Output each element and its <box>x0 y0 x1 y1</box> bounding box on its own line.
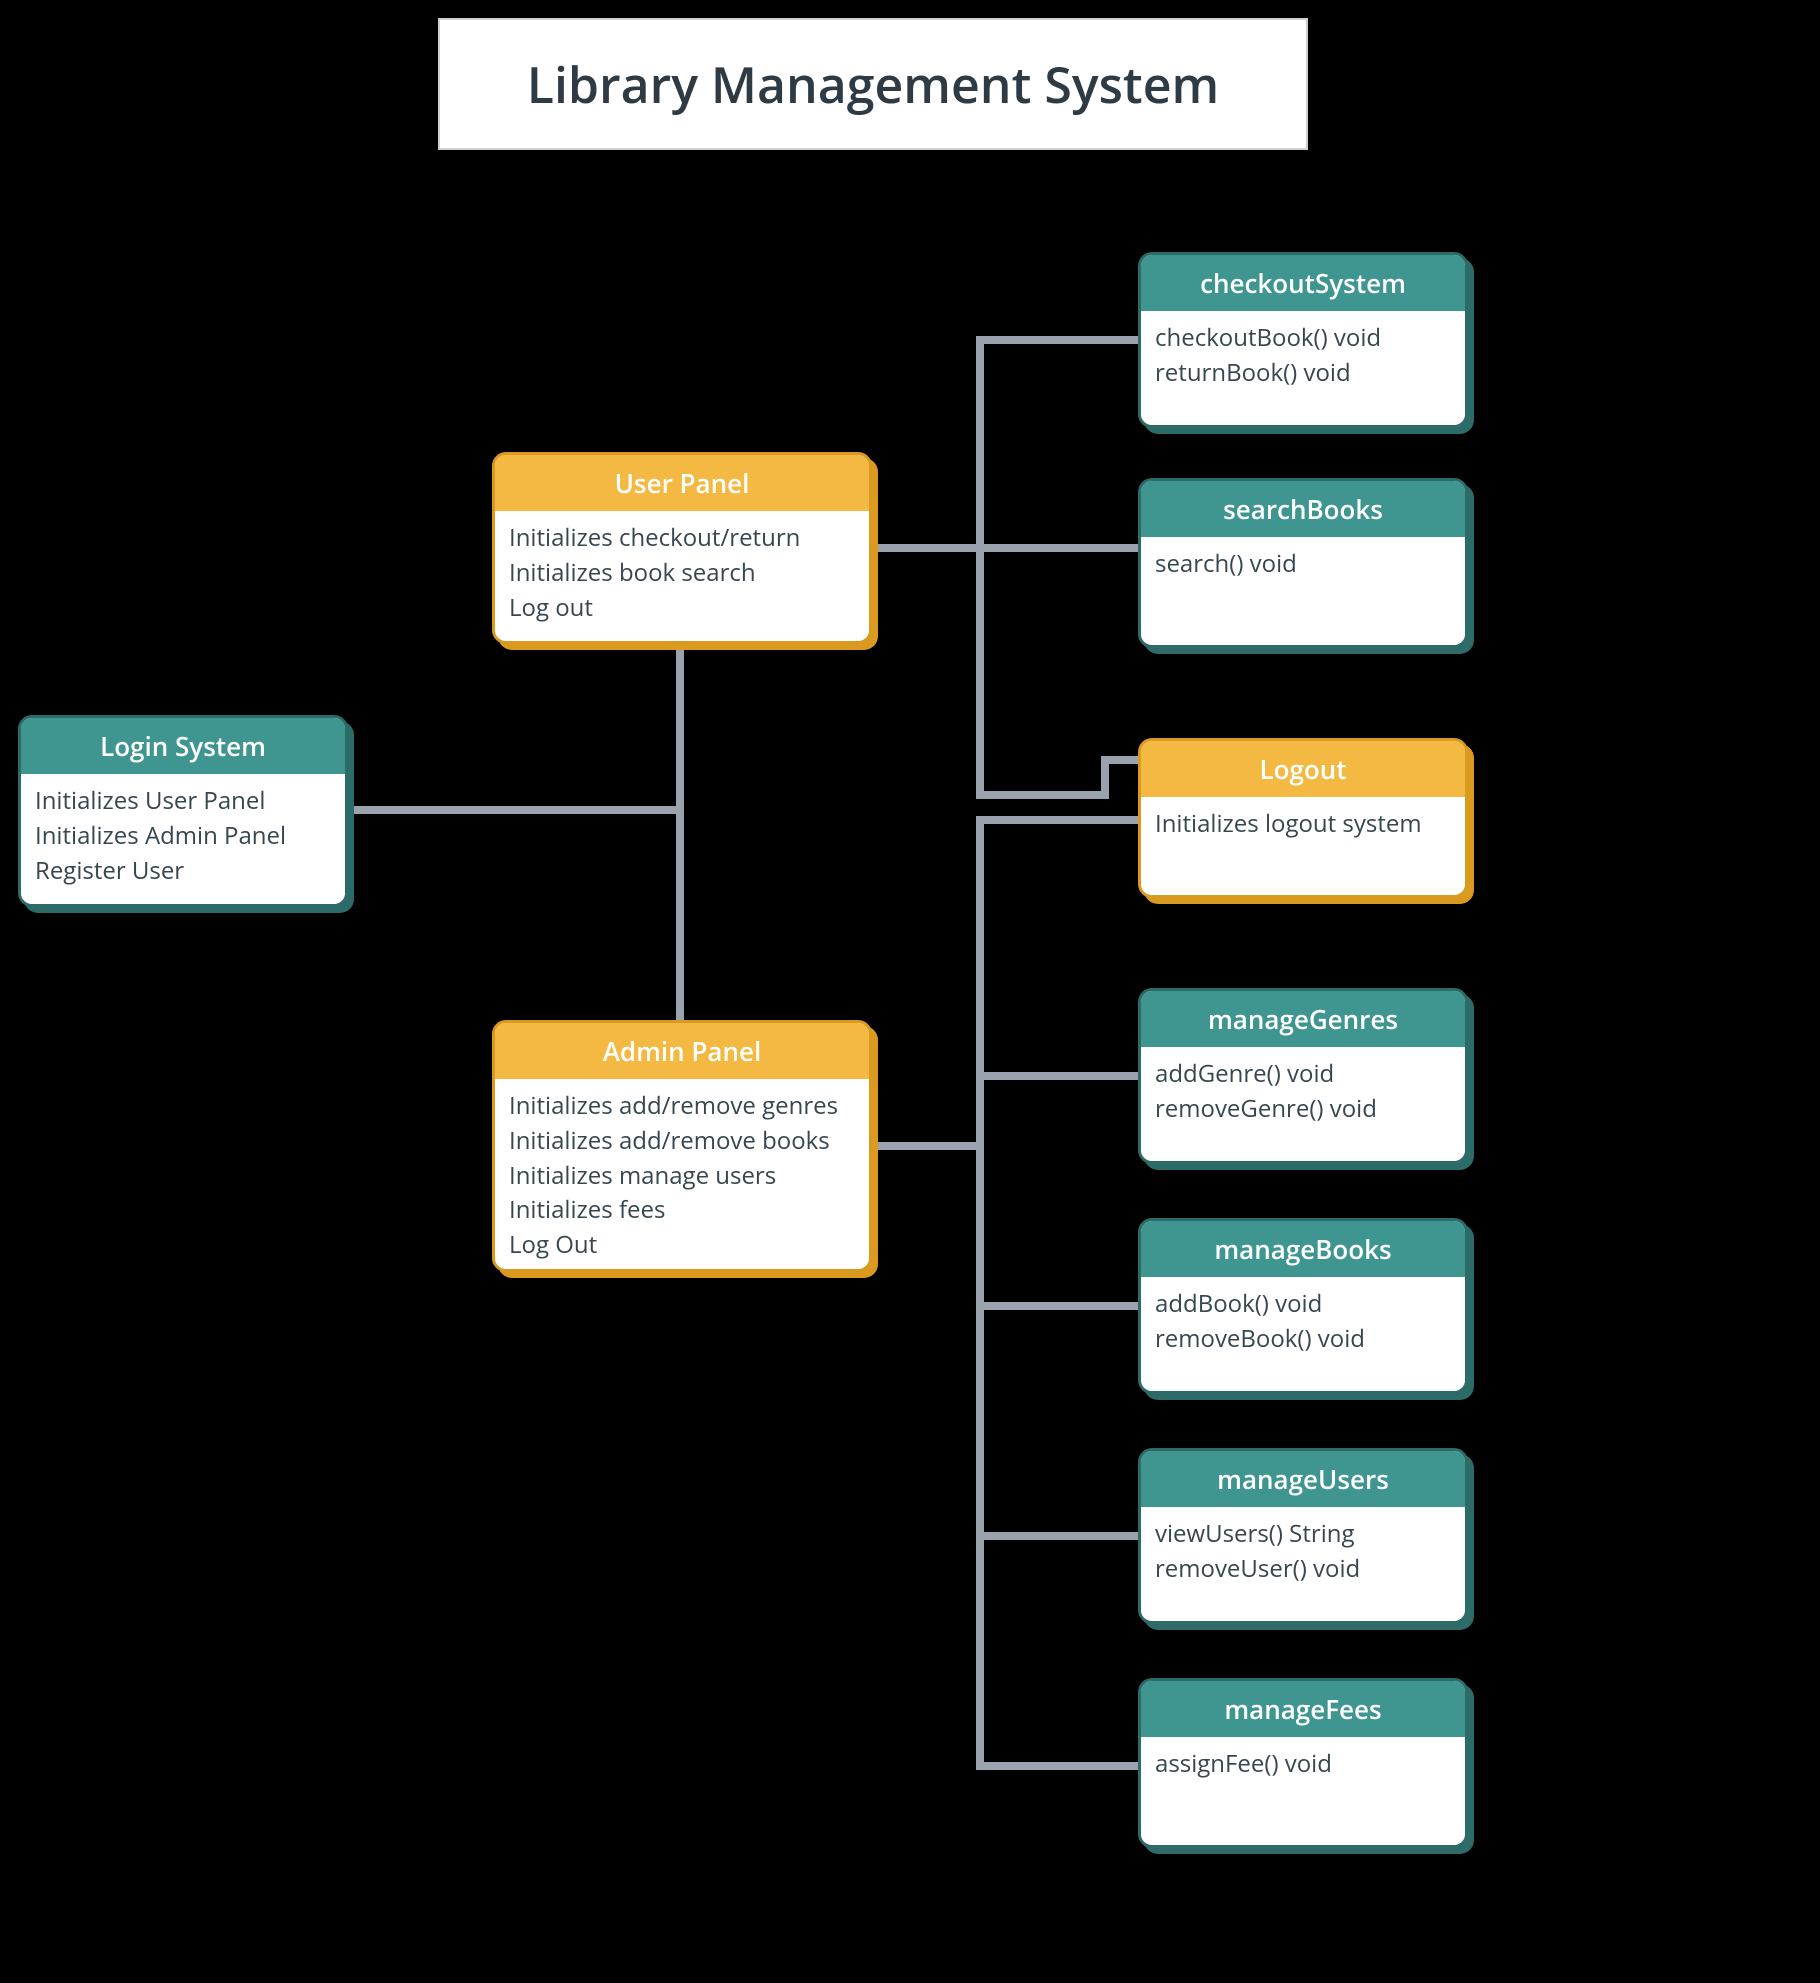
node-body-line: Initializes User Panel <box>35 784 331 819</box>
node-inner: manageBooks addBook() voidremoveBook() vo… <box>1138 1218 1468 1394</box>
node-body-line: Log Out <box>509 1228 855 1263</box>
node-inner: checkoutSystem checkoutBook() voidreturnB… <box>1138 252 1468 428</box>
node-title: User Panel <box>615 465 750 501</box>
node-body-line: Initializes book search <box>509 556 855 591</box>
node-body-line: assignFee() void <box>1155 1747 1451 1782</box>
node-title: manageBooks <box>1214 1231 1391 1267</box>
node-body-checkout: checkoutBook() voidreturnBook() void <box>1141 311 1465 425</box>
node-genres: manageGenres addGenre() voidremoveGenre()… <box>1138 988 1468 1164</box>
connector-9 <box>980 1536 1138 1766</box>
node-body-line: Initializes checkout/return <box>509 521 855 556</box>
node-body-books: addBook() voidremoveBook() void <box>1141 1277 1465 1391</box>
node-inner: Login System Initializes User PanelInitia… <box>18 715 348 907</box>
node-inner: User Panel Initializes checkout/returnIni… <box>492 452 872 644</box>
node-header-logout: Logout <box>1141 741 1465 797</box>
node-header-fees: manageFees <box>1141 1681 1465 1737</box>
node-title: manageUsers <box>1217 1461 1389 1497</box>
connector-2 <box>872 340 1138 548</box>
node-login: Login System Initializes User PanelInitia… <box>18 715 348 907</box>
node-inner: searchBooks search() void <box>1138 478 1468 648</box>
node-inner: manageGenres addGenre() voidremoveGenre()… <box>1138 988 1468 1164</box>
node-search: searchBooks search() void <box>1138 478 1468 648</box>
diagram-title-text: Library Management System <box>527 50 1219 118</box>
node-header-adminpanel: Admin Panel <box>495 1023 869 1079</box>
node-body-genres: addGenre() voidremoveGenre() void <box>1141 1047 1465 1161</box>
node-body-line: removeGenre() void <box>1155 1092 1451 1127</box>
connectors-layer <box>0 0 1820 1983</box>
connector-4 <box>980 548 1138 795</box>
connector-5 <box>872 820 1138 1146</box>
node-body-adminpanel: Initializes add/remove genresInitializes… <box>495 1079 869 1272</box>
node-body-line: Initializes logout system <box>1155 807 1451 842</box>
node-body-line: Initializes add/remove books <box>509 1124 855 1159</box>
node-checkout: checkoutSystem checkoutBook() voidreturnB… <box>1138 252 1468 428</box>
node-body-line: viewUsers() String <box>1155 1517 1451 1552</box>
node-body-line: Initializes fees <box>509 1193 855 1228</box>
node-users: manageUsers viewUsers() StringremoveUser(… <box>1138 1448 1468 1624</box>
node-title: Login System <box>100 728 266 764</box>
node-body-line: Initializes manage users <box>509 1159 855 1194</box>
node-header-search: searchBooks <box>1141 481 1465 537</box>
node-body-line: addGenre() void <box>1155 1057 1451 1092</box>
node-inner: Admin Panel Initializes add/remove genres… <box>492 1020 872 1272</box>
node-title: Logout <box>1259 751 1346 787</box>
node-books: manageBooks addBook() voidremoveBook() vo… <box>1138 1218 1468 1394</box>
diagram-canvas: Library Management System Login System Ini… <box>0 0 1820 1983</box>
node-body-line: removeBook() void <box>1155 1322 1451 1357</box>
node-body-search: search() void <box>1141 537 1465 645</box>
node-logout: Logout Initializes logout system <box>1138 738 1468 898</box>
node-adminpanel: Admin Panel Initializes add/remove genres… <box>492 1020 872 1272</box>
node-title: searchBooks <box>1223 491 1383 527</box>
node-title: manageGenres <box>1208 1001 1398 1037</box>
node-userpanel: User Panel Initializes checkout/returnIni… <box>492 452 872 644</box>
node-title: manageFees <box>1224 1691 1381 1727</box>
node-inner: manageUsers viewUsers() StringremoveUser(… <box>1138 1448 1468 1624</box>
node-body-line: returnBook() void <box>1155 356 1451 391</box>
node-body-logout: Initializes logout system <box>1141 797 1465 895</box>
node-header-genres: manageGenres <box>1141 991 1465 1047</box>
node-body-line: Initializes Admin Panel <box>35 819 331 854</box>
node-body-line: addBook() void <box>1155 1287 1451 1322</box>
connector-7 <box>980 1146 1138 1306</box>
node-body-line: checkoutBook() void <box>1155 321 1451 356</box>
node-body-userpanel: Initializes checkout/returnInitializes b… <box>495 511 869 641</box>
node-inner: Logout Initializes logout system <box>1138 738 1468 898</box>
node-body-line: removeUser() void <box>1155 1552 1451 1587</box>
node-header-users: manageUsers <box>1141 1451 1465 1507</box>
node-body-fees: assignFee() void <box>1141 1737 1465 1845</box>
diagram-title: Library Management System <box>438 18 1308 150</box>
node-inner: manageFees assignFee() void <box>1138 1678 1468 1848</box>
node-fees: manageFees assignFee() void <box>1138 1678 1468 1848</box>
connector-8 <box>980 1306 1138 1536</box>
connector-0 <box>348 644 680 810</box>
node-header-userpanel: User Panel <box>495 455 869 511</box>
node-title: Admin Panel <box>603 1033 762 1069</box>
node-header-books: manageBooks <box>1141 1221 1465 1277</box>
node-body-line: Register User <box>35 854 331 889</box>
node-body-login: Initializes User PanelInitializes Admin … <box>21 774 345 904</box>
node-header-login: Login System <box>21 718 345 774</box>
node-body-line: Log out <box>509 591 855 626</box>
node-body-users: viewUsers() StringremoveUser() void <box>1141 1507 1465 1621</box>
node-body-line: search() void <box>1155 547 1451 582</box>
node-body-line: Initializes add/remove genres <box>509 1089 855 1124</box>
node-header-checkout: checkoutSystem <box>1141 255 1465 311</box>
node-title: checkoutSystem <box>1200 265 1406 301</box>
